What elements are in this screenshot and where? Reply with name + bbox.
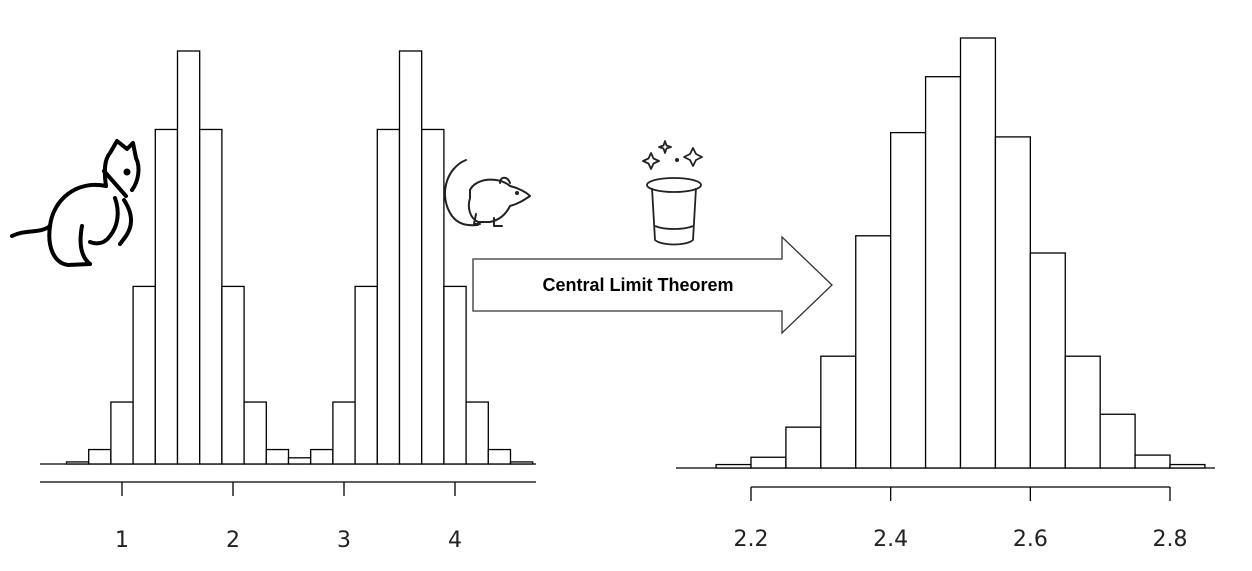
magic-hat-icon	[642, 140, 703, 246]
normal-histogram: 2.2 2.4 2.6 2.8	[676, 37, 1215, 552]
left-histogram-bar-10	[287, 457, 312, 465]
cat-icon	[10, 139, 141, 267]
mouse-icon	[443, 159, 531, 227]
right-histogram-bar-1	[750, 456, 787, 469]
left-histogram-bar-6	[199, 128, 223, 465]
arrow-shape	[472, 235, 833, 335]
left-x-tick-label-2: 3	[337, 528, 351, 553]
left-x-tick-label-3: 4	[448, 528, 462, 553]
arrow-label: Central Limit Theorem	[542, 275, 733, 295]
left-histogram-bar-9	[265, 448, 290, 465]
left-histogram-bar-4	[154, 128, 179, 465]
right-histogram-bar-4	[855, 235, 892, 469]
right-histogram-bar-5	[890, 131, 927, 469]
left-x-ticks: 1 2 3 4	[115, 482, 462, 553]
left-bars	[65, 50, 534, 465]
clt-arrow: Central Limit Theorem	[472, 235, 833, 335]
right-histogram-bar-8	[994, 136, 1031, 469]
right-histogram-bar-0	[715, 463, 752, 469]
left-histogram-bar-18	[465, 401, 489, 465]
right-histogram-bar-13	[1169, 463, 1206, 469]
left-histogram-bar-5	[176, 50, 201, 465]
right-histogram-bar-11	[1099, 413, 1136, 469]
left-histogram-bar-15	[398, 50, 423, 465]
right-x-tick-label-2: 2.6	[1013, 527, 1048, 552]
right-histogram-bar-10	[1064, 355, 1101, 469]
left-x-tick-label-0: 1	[115, 528, 129, 553]
right-histogram-bar-7	[959, 37, 997, 469]
left-histogram-bar-17	[443, 285, 467, 465]
left-histogram-bar-12	[332, 401, 356, 465]
left-histogram-bar-13	[354, 285, 378, 465]
right-histogram-bar-6	[924, 76, 962, 469]
right-x-tick-label-3: 2.8	[1153, 527, 1188, 552]
left-x-tick-label-1: 2	[226, 528, 240, 553]
right-x-tick-label-1: 2.4	[873, 527, 908, 552]
right-x-ticks: 2.2 2.4 2.6 2.8	[734, 487, 1188, 552]
right-histogram-bar-9	[1029, 252, 1066, 469]
left-histogram-bar-2	[110, 401, 134, 465]
bimodal-histogram: 1 2 3 4	[40, 50, 536, 553]
left-histogram-bar-16	[421, 128, 445, 465]
right-histogram-bar-3	[820, 355, 857, 469]
left-histogram-bar-0	[65, 461, 90, 465]
right-histogram-bar-2	[785, 426, 822, 469]
left-histogram-bar-8	[243, 401, 267, 465]
left-histogram-bar-20	[509, 461, 534, 465]
left-histogram-bar-1	[88, 448, 112, 465]
right-histogram-bar-12	[1134, 454, 1171, 469]
left-histogram-bar-7	[221, 285, 245, 465]
left-histogram-bar-11	[310, 448, 334, 465]
left-histogram-bar-14	[376, 128, 401, 465]
left-histogram-bar-3	[132, 285, 156, 465]
right-bars	[715, 37, 1206, 469]
right-x-tick-label-0: 2.2	[734, 527, 769, 552]
left-histogram-bar-19	[487, 448, 512, 465]
